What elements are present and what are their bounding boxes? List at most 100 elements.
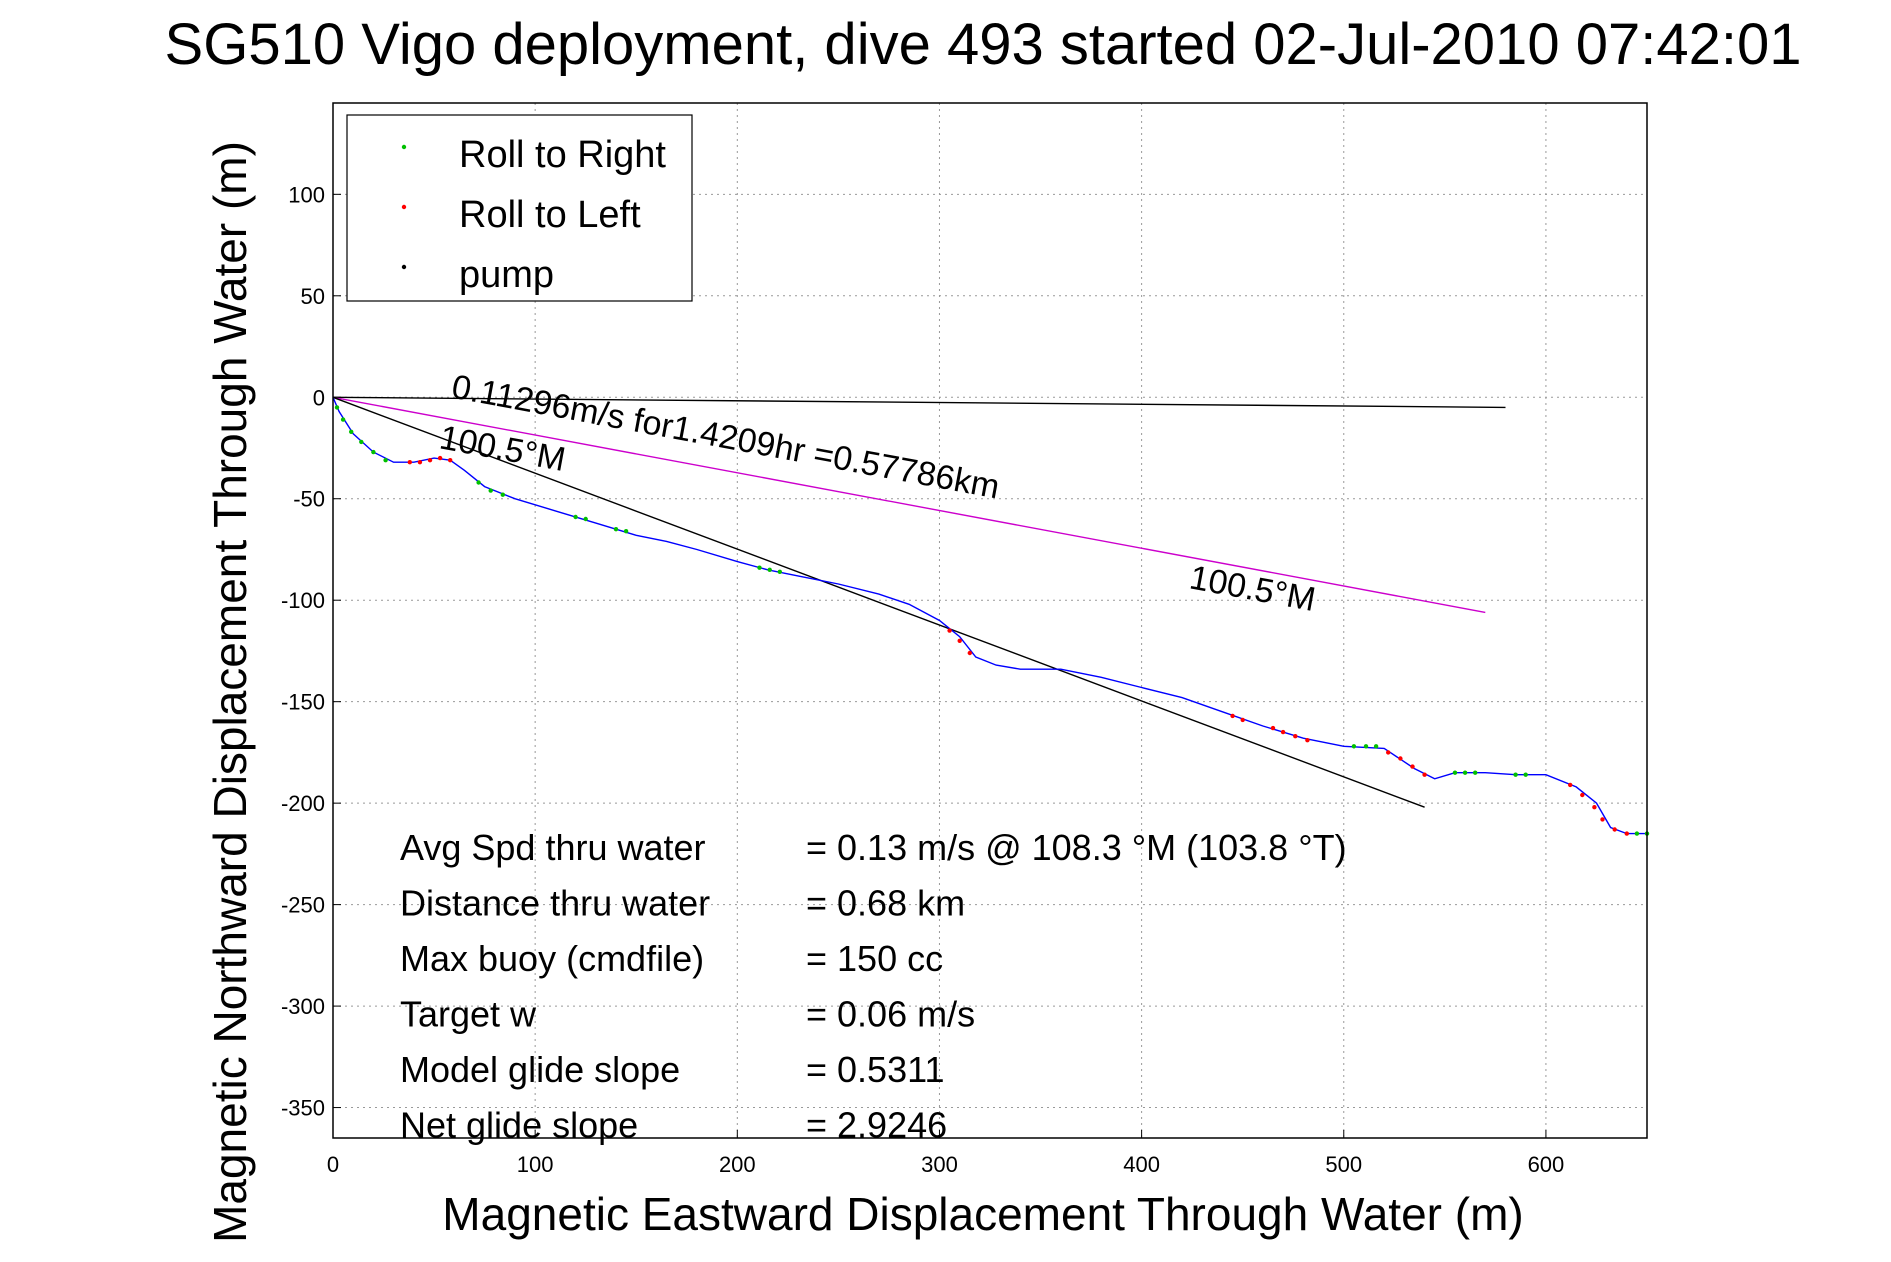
roll-to-right-point	[583, 516, 588, 522]
roll-to-right-point	[383, 458, 388, 463]
x-tick-label: 500	[1325, 1152, 1362, 1177]
legend: Roll to Right Roll to Left pump	[346, 114, 693, 302]
roll-to-right-point	[371, 449, 376, 455]
y-tick-label: -250	[281, 893, 325, 918]
reference-lines	[332, 396, 1506, 808]
x-axis-label: Magnetic Eastward Displacement Through W…	[442, 1188, 1523, 1240]
reference-line	[332, 396, 1506, 409]
x-tick-label: 600	[1528, 1152, 1565, 1177]
stat-value: = 0.68 km	[806, 883, 965, 924]
y-tick-label: 0	[313, 385, 325, 410]
axes-frame	[332, 102, 1648, 1139]
reference-line	[332, 396, 1425, 808]
legend-label: Roll to Right	[459, 134, 666, 176]
stat-value: = 0.13 m/s @ 108.3 °M (103.8 °T)	[806, 827, 1347, 868]
roll-to-right-point	[488, 488, 493, 493]
roll-to-right-point	[500, 492, 505, 497]
y-tick-label: -100	[281, 588, 325, 613]
roll-to-left-point	[957, 638, 962, 643]
roll-to-left-point	[1422, 772, 1427, 777]
x-tick-label: 200	[719, 1152, 756, 1177]
stats-block: Avg Spd thru water = 0.13 m/s @ 108.3 °M …	[400, 827, 1347, 1146]
legend-label: pump	[459, 254, 554, 296]
roll-to-left-point	[1230, 713, 1235, 719]
roll-to-left-point	[448, 458, 453, 463]
roll-to-right-point	[1634, 831, 1640, 836]
stat-label: Distance thru water	[400, 883, 710, 924]
roll-to-right-point	[757, 565, 762, 570]
roll-to-right-point	[1452, 770, 1458, 775]
stat-label: Target w	[400, 994, 537, 1035]
stat-label: Max buoy (cmdfile)	[400, 938, 704, 979]
roll-to-right-point	[340, 417, 346, 422]
roll-to-left-point	[1305, 738, 1310, 743]
roll-to-right-point	[1373, 744, 1379, 749]
stat-label: Net glide slope	[400, 1105, 638, 1146]
roll-to-right-point	[334, 405, 340, 410]
stat-label: Avg Spd thru water	[400, 827, 706, 868]
roll-to-right-point	[767, 567, 772, 572]
roll-to-left-point	[1600, 817, 1605, 822]
stat-label: Model glide slope	[400, 1049, 680, 1090]
roll-to-right-point	[1351, 744, 1357, 749]
x-tick-label: 0	[327, 1152, 339, 1177]
roll-to-right-point	[349, 429, 354, 434]
y-axis-label: Magnetic Northward Displacement Through …	[204, 141, 256, 1243]
legend-label: Roll to Left	[459, 194, 641, 236]
y-tick-label: -200	[281, 791, 325, 816]
roll-to-left-point	[1580, 792, 1585, 798]
annotation-text: 100.5°M	[1187, 559, 1319, 620]
roll-to-right-point	[1513, 772, 1518, 777]
roll-to-left-point	[1410, 764, 1415, 769]
x-tick-label: 100	[517, 1152, 554, 1177]
roll-to-right-point	[613, 527, 619, 532]
roll-to-right-point	[476, 480, 481, 485]
y-tick-label: -300	[281, 994, 325, 1019]
annotations: 0.11296m/s for1.4209hr =0.57786km100.5°M…	[437, 368, 1319, 619]
y-tick-label: 100	[288, 182, 325, 207]
stat-value: = 0.5311	[806, 1049, 944, 1090]
x-tick-label: 300	[921, 1152, 958, 1177]
roll-to-left-point	[437, 455, 443, 461]
stat-value: = 0.06 m/s	[806, 994, 975, 1035]
y-tick-label: -50	[293, 487, 325, 512]
roll-to-left-point	[1386, 750, 1391, 755]
chart-title: SG510 Vigo deployment, dive 493 started …	[165, 12, 1802, 77]
roll-to-left-point	[1568, 782, 1573, 788]
roll-to-left-point	[967, 650, 972, 656]
roll-to-left-point	[407, 460, 412, 465]
roll-to-left-point	[1612, 827, 1617, 832]
roll-to-left-point	[417, 460, 423, 465]
reference-line	[332, 396, 1486, 614]
roll-to-left-point	[1592, 805, 1597, 810]
y-tick-label: -350	[281, 1096, 325, 1121]
stat-value: = 2.9246	[806, 1105, 947, 1146]
y-tick-label: -150	[281, 690, 325, 715]
roll-to-left-point	[1240, 717, 1245, 723]
roll-to-left-point	[1270, 725, 1276, 731]
roll-to-left-point	[947, 628, 952, 633]
roll-to-left-point	[427, 458, 433, 463]
roll-to-right-point	[777, 569, 782, 574]
roll-to-left-point	[1280, 729, 1286, 735]
roll-to-right-point	[623, 529, 629, 534]
roll-to-right-point	[359, 439, 364, 445]
roll-to-right-point	[1363, 744, 1369, 749]
roll-to-left-point	[1624, 831, 1630, 836]
series	[332, 397, 1650, 836]
roll-to-left-point	[1398, 756, 1403, 761]
annotation-text: 100.5°M	[437, 419, 569, 480]
y-tick-label: 50	[301, 284, 325, 309]
legend-marker	[401, 264, 407, 270]
legend-marker	[401, 204, 407, 210]
stat-value: = 150 cc	[806, 938, 943, 979]
legend-marker	[401, 144, 407, 150]
x-tick-label: 400	[1123, 1152, 1160, 1177]
tick-labels: 0 100 200 300 400 500 600100500-50-100-150-200…	[281, 182, 1564, 1177]
roll-to-right-point	[1523, 772, 1528, 777]
roll-to-right-point	[573, 514, 578, 520]
roll-to-right-point	[1462, 770, 1468, 775]
roll-to-right-point	[1473, 770, 1478, 775]
roll-to-left-point	[1293, 734, 1298, 739]
